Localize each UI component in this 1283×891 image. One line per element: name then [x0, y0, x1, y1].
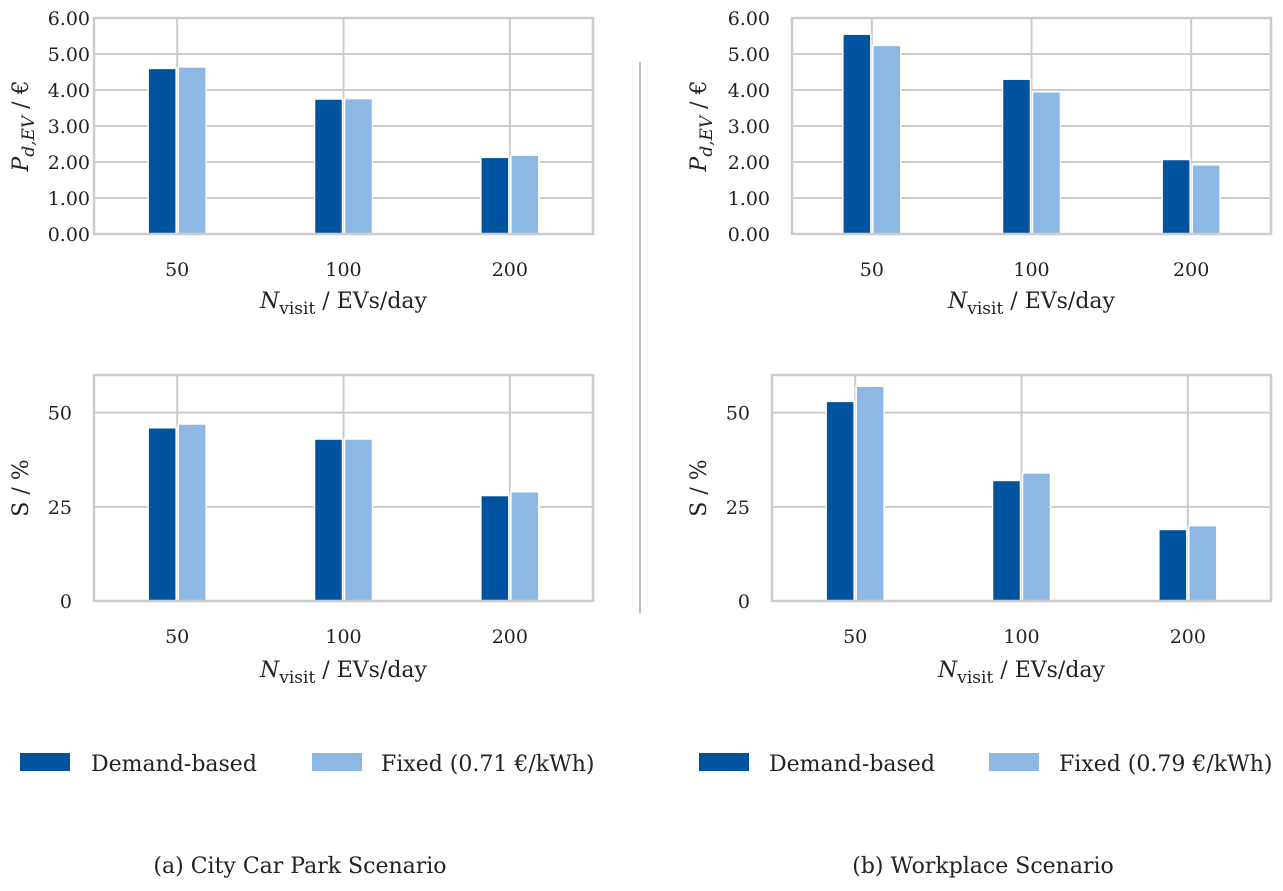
- chart-a-top-xtick-label: 100: [325, 259, 361, 281]
- chart-b-bottom-bar-fixed-50: [855, 385, 885, 602]
- chart-b-top-ytick-label: 5.00: [728, 44, 770, 66]
- chart-a-top-xlabel: Nvisit / EVs/day: [259, 289, 428, 319]
- chart-a-bottom-xlabel: Nvisit / EVs/day: [259, 658, 428, 688]
- chart-b-top-ytick-label: 2.00: [728, 152, 770, 174]
- chart-b-bottom-ytick-label: 50: [726, 403, 750, 425]
- chart-b-bottom-bar-fixed-100: [1021, 472, 1052, 602]
- chart-a-top-bar-demand-50: [147, 67, 177, 235]
- chart-a-bottom-ylabel: S / %: [9, 459, 34, 516]
- chart-a-top-ytick-label: 2.00: [48, 152, 90, 174]
- chart-b-top-bar-fixed-100: [1031, 91, 1062, 235]
- chart-b-bottom-xlabel: Nvisit / EVs/day: [937, 658, 1106, 688]
- chart-b-bottom-xtick-label: 200: [1170, 626, 1206, 648]
- chart-b-top-bar-fixed-50: [872, 44, 902, 235]
- chart-b-bottom-bar-demand-100: [991, 479, 1022, 602]
- chart-a-bottom-xtick-label: 100: [325, 626, 361, 648]
- legend-a: Demand-based Fixed (0.71 €/kWh): [20, 752, 594, 777]
- chart-a-bottom-xtick-label: 200: [492, 626, 528, 648]
- chart-b-top-xtick-label: 200: [1173, 259, 1209, 281]
- chart-a-top-bar-demand-200: [480, 156, 510, 235]
- chart-a-bottom-bar-fixed-50: [177, 423, 207, 602]
- chart-a-bottom-bar-demand-100: [313, 438, 344, 602]
- chart-b-bottom: 0 25 50 50 100 200 Nvisit / EVs/day S / %: [687, 373, 1273, 688]
- chart-a-top-bar-fixed-200: [510, 154, 540, 235]
- caption-a: (a) City Car Park Scenario: [153, 854, 446, 879]
- chart-a-bottom-xtick-label: 50: [165, 626, 189, 648]
- chart-b-bottom-xtick-label: 50: [843, 626, 867, 648]
- chart-b-top-xlabel: Nvisit / EVs/day: [947, 289, 1116, 319]
- chart-a-bottom-ytick-label: 25: [48, 497, 72, 519]
- chart-a-bottom-bar-fixed-100: [343, 438, 374, 602]
- legend-b-demand-swatch: [699, 753, 749, 771]
- chart-b-bottom-ylabel: S / %: [687, 459, 712, 516]
- chart-b-top-ytick-label: 0.00: [728, 224, 770, 246]
- chart-a-top-ytick-label: 5.00: [48, 44, 90, 66]
- chart-a-bottom-ytick-label: 0: [60, 591, 72, 613]
- chart-b-top-ytick-label: 6.00: [728, 8, 770, 30]
- chart-b-top-frame: [790, 16, 1273, 236]
- chart-b-bottom-bar-demand-200: [1158, 528, 1188, 602]
- chart-a-top-bar-fixed-50: [177, 66, 207, 235]
- chart-a-top-ytick-label: 3.00: [48, 116, 90, 138]
- chart-a-bottom-ytick-label: 50: [48, 403, 72, 425]
- chart-b-top-bar-demand-100: [1001, 78, 1032, 235]
- chart-b-bottom-bar-demand-50: [825, 400, 855, 602]
- chart-b-bottom-ytick-label: 25: [726, 497, 750, 519]
- chart-a-bottom-bar-demand-50: [147, 426, 177, 602]
- chart-b-top: 0.00 1.00 2.00 3.00 4.00 5.00 6.00 50 100 200 Nvis…: [687, 8, 1273, 319]
- chart-a-top-ytick-label: 1.00: [48, 188, 90, 210]
- chart-b-top-xtick-label: 50: [860, 259, 884, 281]
- chart-b-top-ytick-label: 4.00: [728, 80, 770, 102]
- chart-b-top-xtick-label: 100: [1013, 259, 1049, 281]
- chart-a-top-xtick-label: 200: [492, 259, 528, 281]
- chart-a-top-ytick-label: 6.00: [48, 8, 90, 30]
- legend-b-fixed-label: Fixed (0.79 €/kWh): [1059, 752, 1272, 777]
- chart-a-top-xtick-label: 50: [165, 259, 189, 281]
- chart-b-top-bar-demand-200: [1161, 158, 1191, 235]
- chart-b-top-ytick-label: 1.00: [728, 188, 770, 210]
- chart-a-top-ytick-label: 0.00: [48, 224, 90, 246]
- legend-b-fixed-swatch: [989, 753, 1039, 771]
- chart-a-top: 0.00 1.00 2.00 3.00 4.00 5.00 6.00 50 100 200 Nvis…: [9, 8, 595, 319]
- caption-b: (b) Workplace Scenario: [852, 854, 1114, 879]
- legend-b-demand-label: Demand-based: [769, 752, 935, 777]
- legend-a-fixed-label: Fixed (0.71 €/kWh): [381, 752, 594, 777]
- chart-a-top-frame: [92, 16, 595, 236]
- chart-a-bottom-frame: [92, 373, 595, 603]
- chart-b-top-bar-fixed-200: [1191, 164, 1221, 235]
- chart-a-top-ytick-label: 4.00: [48, 80, 90, 102]
- legend-a-demand-label: Demand-based: [91, 752, 257, 777]
- chart-b-bottom-ytick-label: 0: [738, 591, 750, 613]
- chart-a-bottom-bar-demand-200: [480, 494, 510, 602]
- chart-b-bottom-bar-fixed-200: [1188, 524, 1218, 602]
- legend-a-demand-swatch: [20, 753, 70, 771]
- chart-a-bottom: 0 25 50 50 100 200 Nvisit / EVs/day S / %: [9, 373, 595, 688]
- chart-b-bottom-xtick-label: 100: [1003, 626, 1039, 648]
- chart-b-top-ytick-label: 3.00: [728, 116, 770, 138]
- legend-a-fixed-swatch: [312, 753, 362, 771]
- chart-a-top-bar-demand-100: [313, 98, 344, 235]
- chart-b-bottom-frame: [770, 373, 1273, 603]
- chart-b-top-ylabel: Pd,EV / €: [687, 80, 717, 172]
- chart-b-top-bar-demand-50: [842, 33, 872, 235]
- chart-a-top-ylabel: Pd,EV / €: [9, 80, 39, 172]
- legend-b: Demand-based Fixed (0.79 €/kWh): [699, 752, 1272, 777]
- chart-a-top-bar-fixed-100: [343, 97, 374, 235]
- chart-a-bottom-bar-fixed-200: [510, 491, 540, 602]
